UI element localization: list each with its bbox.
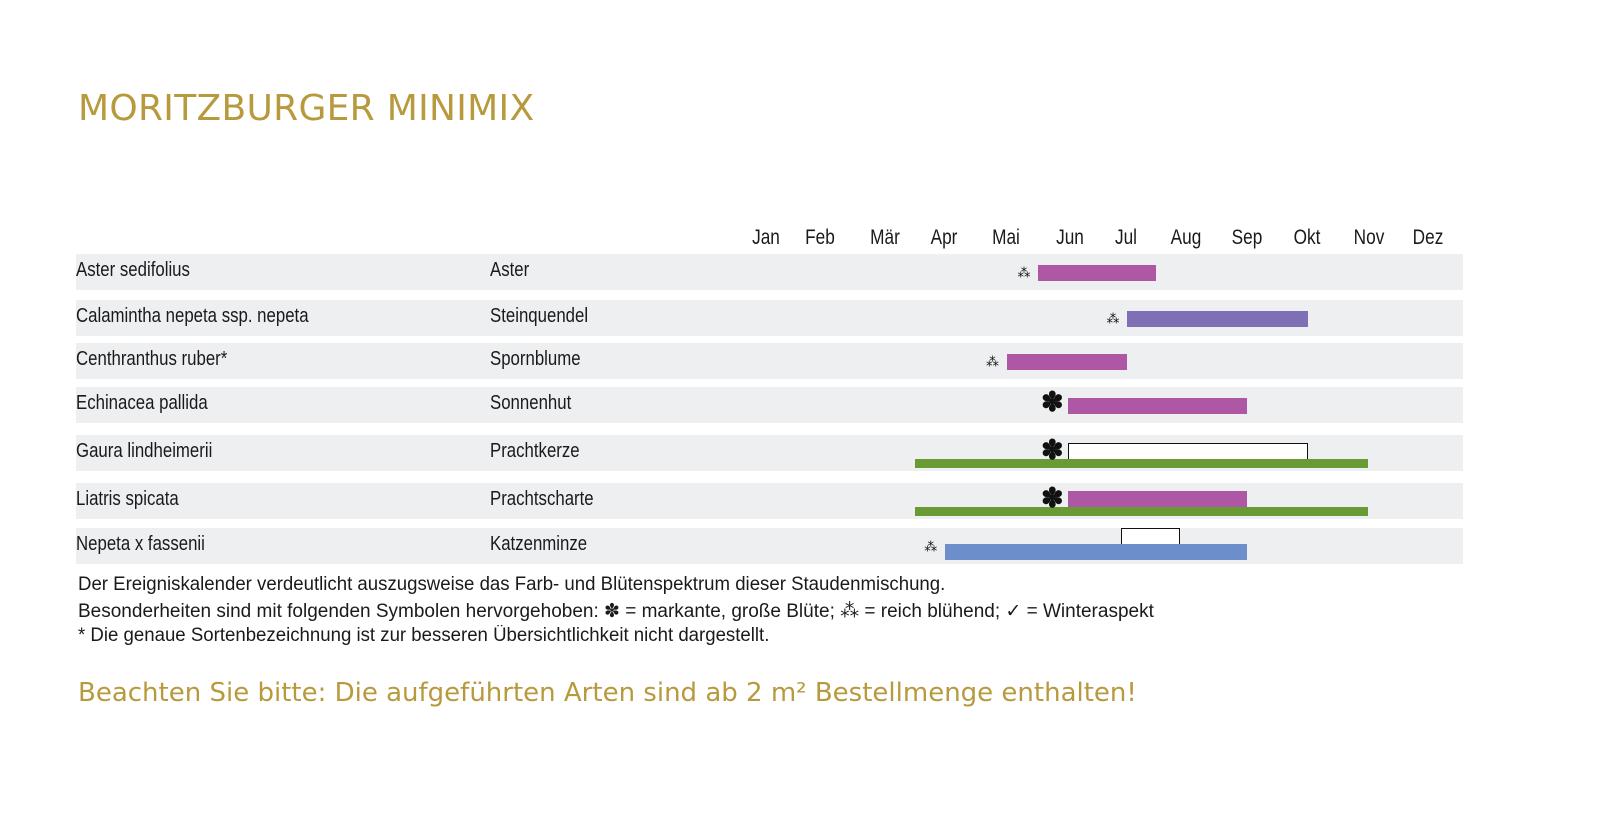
page-title: MORITZBURGER MINIMIX bbox=[78, 88, 535, 129]
foliage-bar bbox=[914, 507, 1369, 516]
latin-name: Echinacea pallida bbox=[76, 392, 208, 414]
latin-name: Nepeta x fassenii bbox=[76, 533, 205, 555]
large-bloom-icon: ✽ bbox=[1041, 435, 1064, 465]
rich-bloom-icon: ⁂ bbox=[924, 539, 938, 554]
month-label-8: Sep bbox=[1231, 226, 1263, 249]
latin-name: Liatris spicata bbox=[76, 488, 179, 510]
large-bloom-icon: ✽ bbox=[1041, 387, 1064, 417]
bloom-bar bbox=[1127, 311, 1308, 327]
bloom-bar bbox=[1068, 398, 1247, 414]
table-row bbox=[76, 254, 1463, 290]
rich-bloom-icon: ⁂ bbox=[986, 354, 999, 369]
month-label-5: Jun bbox=[1056, 226, 1084, 249]
rich-bloom-icon: ⁂ bbox=[1017, 265, 1031, 280]
month-label-0: Jan bbox=[752, 226, 780, 249]
common-name: Katzenminze bbox=[490, 533, 588, 555]
legend-note-symbols: Besonderheiten sind mit folgenden Symbol… bbox=[78, 601, 1154, 622]
legend-note-footnote: * Die genaue Sortenbezeichnung ist zur b… bbox=[78, 625, 770, 646]
bloom-bar bbox=[1121, 528, 1181, 545]
month-label-10: Nov bbox=[1353, 226, 1385, 249]
month-label-11: Dez bbox=[1412, 226, 1444, 249]
common-name: Spornblume bbox=[490, 348, 581, 370]
latin-name: Calamintha nepeta ssp. nepeta bbox=[76, 305, 309, 327]
latin-name: Gaura lindheimerii bbox=[76, 440, 213, 462]
common-name: Sonnenhut bbox=[490, 392, 572, 414]
rich-bloom-icon: ⁂ bbox=[1106, 311, 1120, 326]
common-name: Aster bbox=[490, 259, 530, 281]
table-row bbox=[76, 387, 1463, 423]
month-label-4: Mai bbox=[992, 226, 1020, 249]
common-name: Prachtscharte bbox=[490, 488, 594, 510]
month-label-3: Apr bbox=[930, 226, 958, 249]
month-label-6: Jul bbox=[1114, 226, 1138, 249]
foliage-bar bbox=[914, 459, 1369, 468]
bloom-bar bbox=[1006, 354, 1127, 370]
bloom-bar bbox=[944, 544, 1247, 560]
common-name: Steinquendel bbox=[490, 305, 589, 327]
table-row bbox=[76, 528, 1463, 564]
month-label-1: Feb bbox=[805, 226, 835, 249]
bloom-bar bbox=[1068, 491, 1247, 509]
legend-note-calendar: Der Ereigniskalender verdeutlicht auszug… bbox=[78, 574, 946, 595]
latin-name: Aster sedifolius bbox=[76, 259, 190, 281]
month-label-7: Aug bbox=[1170, 226, 1202, 249]
common-name: Prachtkerze bbox=[490, 440, 580, 462]
bloom-bar bbox=[1038, 265, 1156, 281]
month-label-9: Okt bbox=[1293, 226, 1321, 249]
month-label-2: Mär bbox=[870, 226, 900, 249]
bloom-bar bbox=[1068, 443, 1308, 460]
order-notice: Beachten Sie bitte: Die aufgeführten Art… bbox=[78, 678, 1137, 708]
latin-name: Centhranthus ruber* bbox=[76, 348, 228, 370]
large-bloom-icon: ✽ bbox=[1041, 483, 1064, 513]
table-row bbox=[76, 343, 1463, 379]
